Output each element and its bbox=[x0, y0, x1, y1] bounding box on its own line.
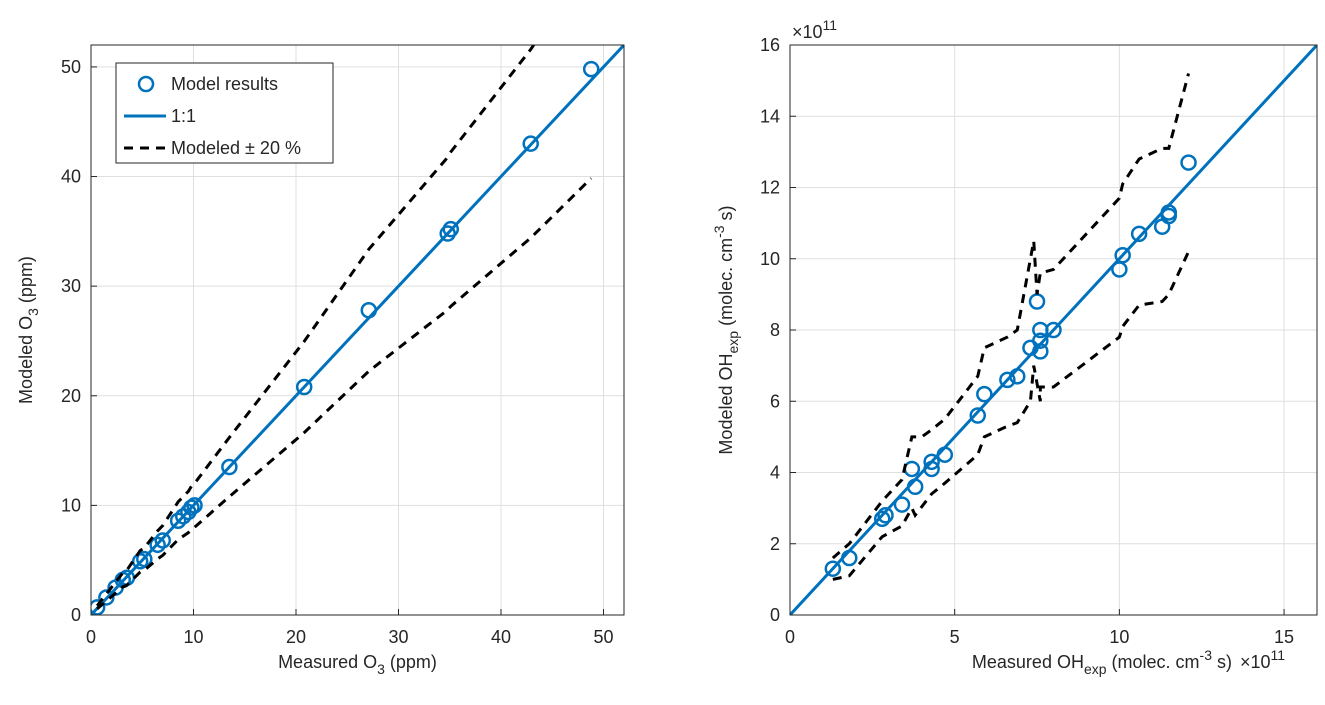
dashed-line bbox=[831, 73, 1190, 560]
data-point bbox=[149, 536, 166, 554]
data-point bbox=[175, 508, 192, 525]
data-point bbox=[969, 407, 986, 424]
x-axis-label-part: (ppm) bbox=[385, 652, 437, 672]
x-axis-label-part: exp bbox=[1084, 661, 1107, 677]
y-axis-label-part: exp bbox=[725, 331, 741, 354]
legend-label: Modeled ± 20 % bbox=[171, 138, 301, 158]
data-point bbox=[582, 60, 600, 78]
x-axis-label-part: -3 bbox=[1200, 647, 1213, 663]
axes-box bbox=[90, 44, 625, 616]
y-tick-label: 40 bbox=[61, 167, 81, 187]
dashed-line bbox=[95, 45, 536, 607]
y-exponent: ×1011 bbox=[792, 17, 837, 42]
plot-content bbox=[790, 45, 1317, 615]
x-axis-label-part: Measured OH bbox=[972, 652, 1084, 672]
data-point bbox=[877, 507, 894, 524]
y-tick-label: 0 bbox=[71, 605, 81, 625]
y-tick-label: 4 bbox=[770, 463, 780, 483]
data-point bbox=[169, 512, 187, 529]
data-point bbox=[442, 220, 460, 238]
data-point bbox=[221, 458, 238, 476]
data-point bbox=[999, 371, 1016, 389]
x-tick-label: 30 bbox=[388, 627, 408, 647]
data-point bbox=[893, 496, 911, 513]
x-axis-label-part: Measured O bbox=[278, 652, 377, 672]
legend-marker bbox=[137, 75, 155, 93]
x-tick-label: 5 bbox=[950, 627, 960, 647]
x-axis-label-part: s) bbox=[1212, 652, 1232, 672]
x-axis-label: Measured O3 (ppm) bbox=[278, 652, 437, 677]
line bbox=[790, 45, 1317, 615]
x-exponent: ×1011 bbox=[1240, 647, 1285, 672]
data-point bbox=[1114, 246, 1131, 264]
y-axis-label-part: Modeled O bbox=[16, 316, 36, 404]
x-tick-label: 15 bbox=[1274, 627, 1294, 647]
x-tick-label: 50 bbox=[593, 627, 613, 647]
y-tick-label: 12 bbox=[760, 178, 780, 198]
data-point bbox=[824, 560, 842, 577]
y-tick-label: 16 bbox=[760, 35, 780, 55]
x-tick-label: 40 bbox=[491, 627, 511, 647]
y-axis-label-part: Modeled OH bbox=[716, 353, 736, 454]
legend-label: Model results bbox=[171, 74, 278, 94]
data-point bbox=[98, 589, 115, 606]
x-exponent-part: ×10 bbox=[1240, 652, 1271, 672]
x-tick-label: 10 bbox=[183, 627, 203, 647]
data-point bbox=[154, 532, 171, 549]
axes-box bbox=[789, 44, 1318, 616]
y-tick-label: 50 bbox=[61, 57, 81, 77]
y-exponent-part: ×10 bbox=[792, 22, 823, 42]
x-tick-label: 10 bbox=[1109, 627, 1129, 647]
x-tick-label: 20 bbox=[286, 627, 306, 647]
y-axis-label-part: -3 bbox=[711, 225, 727, 238]
data-point bbox=[186, 497, 203, 514]
y-axis-label-part: (molec. cm bbox=[716, 238, 736, 331]
data-point bbox=[1045, 321, 1062, 339]
data-point bbox=[136, 550, 153, 568]
y-axis-label-part: s) bbox=[716, 205, 736, 225]
y-axis-label: Modeled OHexp (molec. cm-3 s) bbox=[711, 205, 741, 454]
data-point bbox=[183, 499, 200, 516]
data-point bbox=[522, 135, 539, 152]
data-point bbox=[295, 378, 313, 396]
line bbox=[91, 45, 624, 615]
y-exponent-part: 11 bbox=[823, 17, 838, 33]
y-tick-label: 20 bbox=[61, 386, 81, 406]
y-tick-label: 8 bbox=[770, 320, 780, 340]
data-point bbox=[976, 385, 993, 403]
plot-content bbox=[91, 45, 624, 615]
y-tick-label: 2 bbox=[770, 534, 780, 554]
data-point bbox=[1180, 154, 1197, 171]
y-tick-label: 10 bbox=[61, 495, 81, 515]
y-tick-label: 6 bbox=[770, 391, 780, 411]
x-exponent-part: 11 bbox=[1271, 647, 1286, 663]
dashed-line bbox=[96, 177, 593, 611]
data-point bbox=[1130, 225, 1148, 243]
x-axis-label: Measured OHexp (molec. cm-3 s) bbox=[972, 647, 1232, 677]
x-axis-label-part: 3 bbox=[377, 661, 385, 677]
y-tick-label: 14 bbox=[760, 106, 780, 126]
y-axis-label: Modeled O3 (ppm) bbox=[16, 256, 41, 404]
data-point bbox=[91, 599, 106, 615]
legend-label: 1:1 bbox=[171, 106, 196, 126]
dashed-line bbox=[832, 250, 1190, 581]
y-tick-label: 0 bbox=[770, 605, 780, 625]
x-axis-label-part: (molec. cm bbox=[1107, 652, 1200, 672]
y-axis-label-part: (ppm) bbox=[16, 256, 36, 308]
data-point bbox=[923, 453, 940, 471]
data-point bbox=[873, 510, 891, 528]
y-tick-label: 10 bbox=[760, 249, 780, 269]
x-tick-label: 0 bbox=[785, 627, 795, 647]
data-point bbox=[1032, 332, 1049, 349]
y-tick-label: 30 bbox=[61, 276, 81, 296]
x-tick-label: 0 bbox=[86, 627, 96, 647]
y-axis-label-part: 3 bbox=[25, 308, 41, 316]
